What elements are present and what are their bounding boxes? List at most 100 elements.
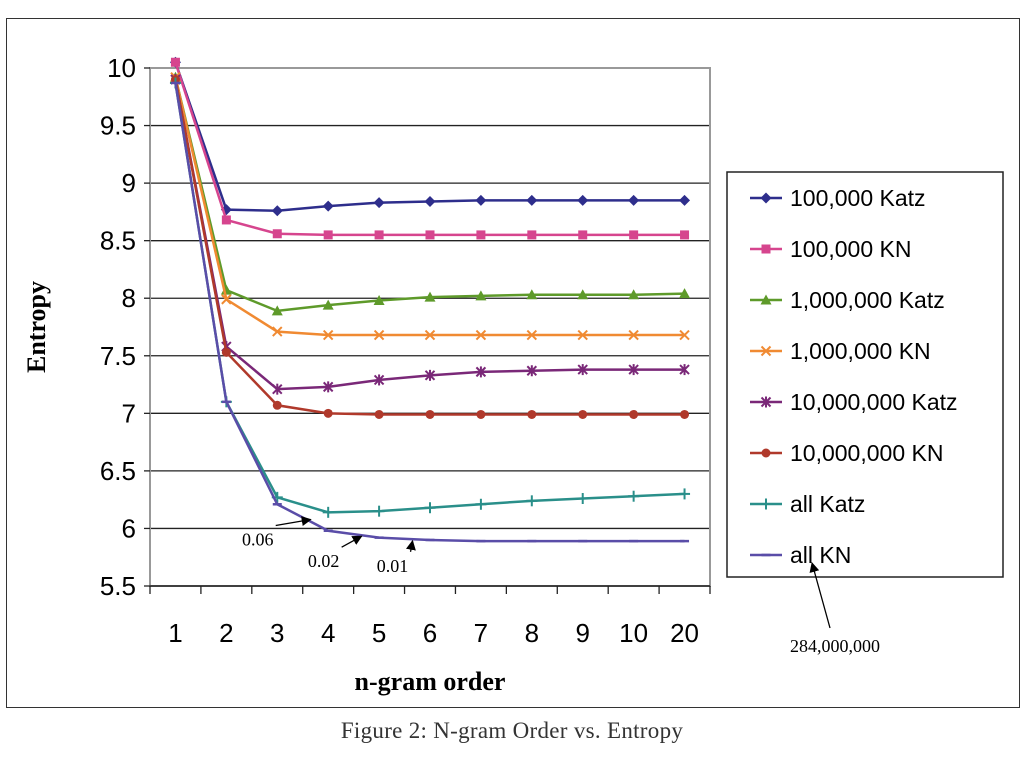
legend-swatch-marker	[760, 345, 772, 357]
y-tick-label: 5.5	[100, 571, 136, 601]
marker-stroke	[424, 329, 436, 341]
x-tick-label: 8	[525, 618, 539, 648]
x-tick-label: 9	[575, 618, 589, 648]
legend-label: 100,000 KN	[790, 236, 911, 262]
data-point	[221, 215, 231, 225]
annotation-label: 0.06	[242, 530, 274, 550]
series-3	[169, 71, 691, 316]
data-point	[475, 194, 487, 206]
marker-stroke	[577, 329, 588, 341]
data-point	[374, 230, 384, 240]
data-point	[577, 289, 589, 300]
data-point	[526, 329, 538, 341]
series-line	[174, 79, 685, 416]
legend-item: 100,000 Katz	[750, 185, 926, 211]
data-point	[272, 400, 282, 410]
x-tick-label: 7	[474, 618, 488, 648]
annotation: 0.02	[308, 535, 363, 571]
legend-item: all KN	[750, 542, 851, 568]
data-point	[475, 290, 487, 301]
marker-stroke	[322, 329, 334, 341]
data-point	[680, 409, 690, 419]
series-8	[170, 81, 690, 543]
data-point	[680, 230, 690, 240]
data-point	[322, 381, 334, 393]
series-1	[169, 56, 691, 217]
data-point	[373, 295, 385, 306]
annotation-label: 0.01	[377, 556, 409, 576]
data-point	[526, 495, 538, 507]
data-point	[475, 366, 487, 378]
x-tick-label: 4	[321, 618, 335, 648]
data-point	[373, 329, 385, 341]
y-tick-label: 9	[122, 168, 136, 198]
legend-box	[726, 171, 1004, 578]
data-point	[322, 200, 334, 212]
series-5	[170, 74, 690, 395]
y-tick-label: 8.5	[100, 226, 136, 256]
data-point	[577, 364, 588, 376]
legend-swatch-marker	[760, 294, 772, 305]
data-point	[323, 408, 333, 418]
x-tick-label: 10	[619, 618, 648, 648]
series-line	[174, 61, 685, 212]
data-point	[271, 305, 283, 316]
data-point	[424, 502, 436, 514]
data-point	[628, 364, 639, 376]
data-point	[272, 383, 283, 395]
legend-swatch-marker	[760, 192, 772, 204]
data-point	[322, 329, 334, 341]
tick-labels: 5.5 6 6.5 7 7.5 8 8.5 9 9.5 10 1 2 3 4 5 6 7 8 9 10 20	[100, 53, 699, 648]
data-point	[527, 230, 537, 240]
legend-swatch-marker	[761, 448, 771, 458]
data-point	[629, 409, 639, 419]
legend-item: 100,000 KN	[750, 236, 911, 262]
data-point	[424, 196, 436, 208]
data-point	[628, 289, 640, 300]
data-point	[373, 505, 385, 517]
data-point	[221, 294, 232, 305]
data-point	[475, 329, 487, 341]
x-tick-label: 6	[423, 618, 437, 648]
data-point	[629, 230, 639, 240]
data-point	[527, 409, 537, 419]
data-point	[679, 488, 691, 500]
marker-stroke	[475, 329, 487, 341]
marker-stroke	[221, 294, 232, 305]
data-point	[628, 490, 640, 502]
data-point	[374, 409, 384, 419]
marker-stroke	[526, 329, 538, 341]
data-point	[679, 329, 690, 341]
marker-stroke	[760, 345, 772, 357]
legend-label: all Katz	[790, 491, 865, 517]
legend-label: all KN	[790, 542, 851, 568]
legend-swatch-marker	[760, 498, 772, 510]
data-point	[475, 498, 487, 510]
data-point	[170, 57, 180, 67]
legend-item: 10,000,000 KN	[750, 440, 943, 466]
data-point	[577, 329, 588, 341]
legend-item: 10,000,000 Katz	[750, 389, 958, 415]
data-point	[425, 230, 435, 240]
annotation-label: 284,000,000	[790, 636, 880, 656]
series-line	[174, 76, 685, 313]
x-tick-label: 20	[670, 618, 699, 648]
annotation: 284,000,000	[790, 562, 880, 656]
data-point	[271, 205, 283, 217]
annotations: 0.06 0.02 0.01 284,000,000	[242, 516, 880, 656]
annotation-arrow	[275, 516, 312, 527]
y-tick-label: 8	[122, 283, 136, 313]
data-point	[322, 506, 334, 518]
x-tick-label: 5	[372, 618, 386, 648]
data-point	[221, 347, 231, 357]
annotation-label: 0.02	[308, 551, 340, 571]
legend-item: all Katz	[750, 491, 865, 517]
annotation-arrow	[406, 539, 416, 552]
data-point	[323, 230, 333, 240]
x-tick-label: 2	[219, 618, 233, 648]
data-point	[322, 299, 334, 310]
data-point	[578, 230, 588, 240]
data-point	[526, 289, 538, 300]
series-lines	[169, 56, 691, 543]
